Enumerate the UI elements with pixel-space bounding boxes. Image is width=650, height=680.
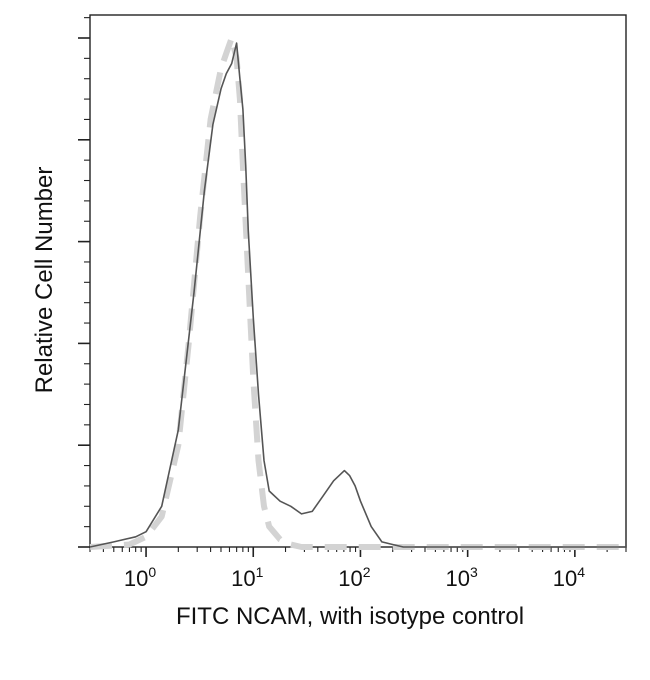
- x-tick-label: 102: [338, 564, 370, 591]
- x-tick-label: 103: [446, 564, 478, 591]
- fitc-ncam-curve: [89, 42, 626, 548]
- y-axis-ticks: [78, 17, 90, 548]
- y-axis-label: Relative Cell Number: [31, 167, 58, 394]
- x-tick-label: 104: [553, 564, 585, 591]
- isotype-control-curve: [89, 35, 626, 550]
- plot-frame: [89, 14, 627, 548]
- x-axis-label: FITC NCAM, with isotype control: [176, 603, 524, 630]
- x-tick-label: 100: [124, 564, 156, 591]
- x-tick-label: 101: [231, 564, 263, 591]
- x-axis-tick-labels: 100 101 102 103 104: [124, 564, 585, 591]
